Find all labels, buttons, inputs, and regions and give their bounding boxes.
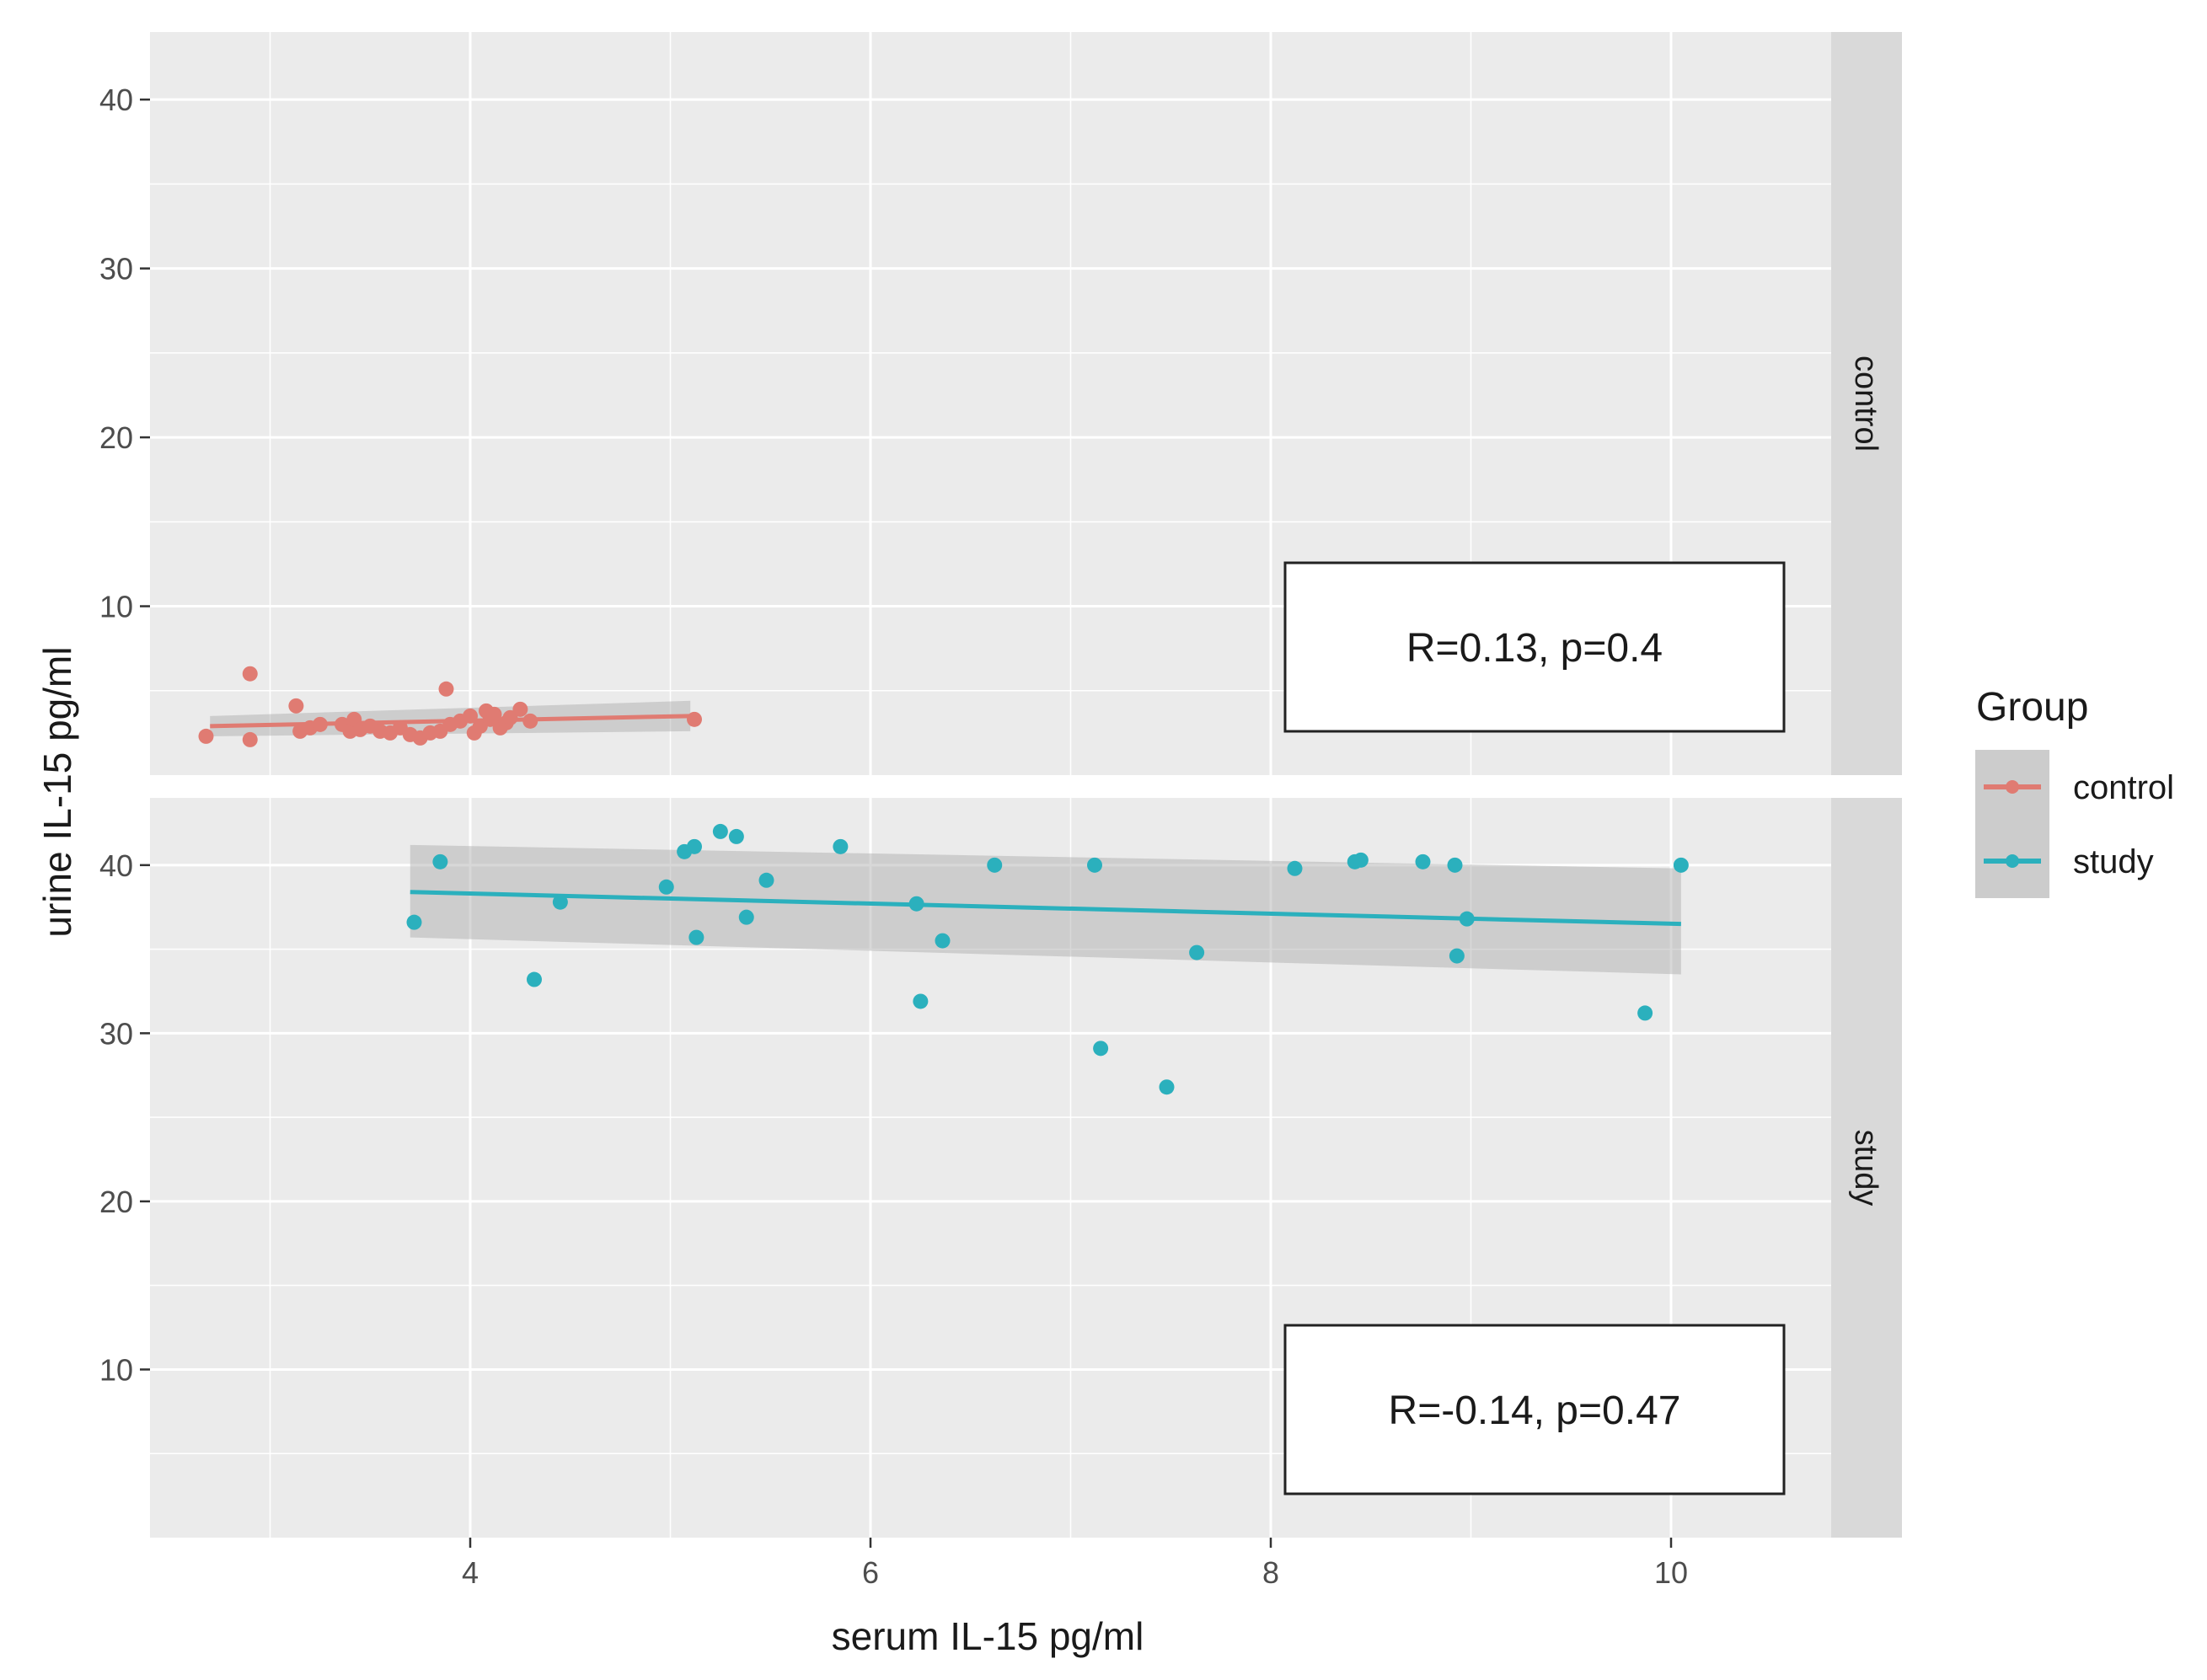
- data-point: [198, 728, 214, 744]
- y-tick-label: 10: [99, 590, 133, 624]
- legend-key-point-study: [2006, 854, 2019, 868]
- data-point: [1189, 944, 1205, 960]
- data-point: [432, 853, 448, 869]
- data-point: [833, 838, 849, 854]
- data-point: [913, 993, 929, 1009]
- data-point: [712, 823, 728, 839]
- data-point: [486, 706, 502, 722]
- x-tick-label: 6: [862, 1555, 879, 1590]
- data-point: [522, 713, 538, 729]
- legend-item-control: control: [1975, 750, 2174, 824]
- data-point: [463, 708, 478, 724]
- data-point: [1087, 857, 1102, 873]
- y-tick-label: 10: [99, 1352, 133, 1387]
- annotation-text: R=0.13, p=0.4: [1406, 626, 1663, 671]
- legend: Group control study: [1975, 685, 2174, 898]
- data-point: [728, 828, 744, 844]
- y-tick-label: 20: [99, 1185, 133, 1219]
- data-point: [1447, 857, 1463, 873]
- annotation-text: R=-0.14, p=0.47: [1389, 1388, 1681, 1433]
- y-tick-label: 30: [99, 252, 133, 286]
- legend-label-study: study: [2073, 843, 2154, 880]
- panel-layer: R=0.13, p=0.4 control R=-0.14, p=0.47 study: [150, 32, 1902, 1538]
- data-point: [1415, 853, 1431, 869]
- annotation-box: [1283, 1324, 1786, 1495]
- y-axis-title: urine IL-15 pg/ml: [35, 646, 79, 937]
- x-tick-label: 10: [1654, 1555, 1688, 1590]
- data-point: [908, 896, 924, 912]
- data-point: [1353, 852, 1369, 868]
- data-point: [987, 857, 1003, 873]
- x-axis-title: serum IL-15 pg/ml: [832, 1614, 1144, 1658]
- data-point: [1637, 1005, 1653, 1021]
- y-tick-label: 40: [99, 848, 133, 883]
- data-point: [658, 879, 674, 895]
- facet-strip-label: study: [1848, 1130, 1883, 1206]
- data-point: [502, 709, 518, 725]
- data-point: [1159, 1079, 1175, 1095]
- data-point: [406, 914, 422, 930]
- legend-title: Group: [1976, 685, 2088, 730]
- data-point: [512, 701, 528, 717]
- data-point: [1287, 860, 1303, 876]
- axis-layer: 10 20 30 40 10 20 30 40 4 6 8 10: [99, 83, 1688, 1590]
- y-tick-label: 20: [99, 420, 133, 455]
- data-point: [687, 838, 702, 854]
- data-point: [1673, 857, 1689, 873]
- data-point: [438, 681, 454, 697]
- data-point: [242, 731, 258, 747]
- data-point: [527, 971, 542, 987]
- annotation-box: [1283, 561, 1786, 733]
- data-point: [1449, 948, 1465, 964]
- facet-strip: [1831, 32, 1902, 775]
- data-point: [242, 666, 258, 682]
- panel-control: R=0.13, p=0.4 control: [150, 32, 1902, 775]
- facet-strip: [1831, 798, 1902, 1538]
- legend-key-point-control: [2006, 780, 2019, 794]
- data-point: [688, 929, 704, 945]
- data-point: [935, 933, 951, 949]
- data-point: [758, 872, 774, 888]
- panel-study: R=-0.14, p=0.47 study: [150, 798, 1902, 1538]
- y-tick-label: 30: [99, 1016, 133, 1051]
- data-point: [288, 698, 304, 714]
- x-tick-label: 8: [1262, 1555, 1279, 1590]
- data-point: [738, 909, 754, 925]
- data-point: [1093, 1041, 1109, 1057]
- facet-strip-label: control: [1848, 356, 1883, 452]
- legend-item-study: study: [1975, 824, 2154, 898]
- legend-label-control: control: [2073, 769, 2174, 806]
- x-tick-label: 4: [462, 1555, 479, 1590]
- data-point: [312, 716, 328, 732]
- data-point: [1459, 911, 1475, 927]
- data-point: [687, 711, 702, 727]
- y-tick-label: 40: [99, 83, 133, 117]
- data-point: [552, 894, 568, 910]
